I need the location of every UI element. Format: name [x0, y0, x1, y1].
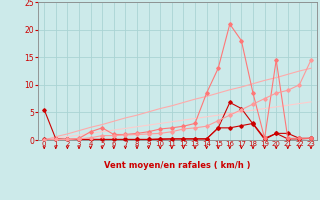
X-axis label: Vent moyen/en rafales ( km/h ): Vent moyen/en rafales ( km/h ): [104, 161, 251, 170]
